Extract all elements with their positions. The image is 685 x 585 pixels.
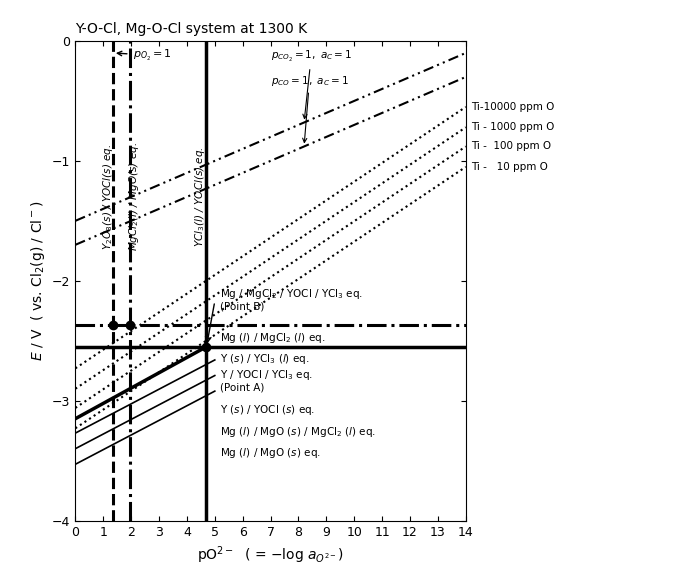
Text: (Point A): (Point A) xyxy=(221,383,264,393)
Text: Y ($s$) / YCl$_3$ ($l$) eq.: Y ($s$) / YCl$_3$ ($l$) eq. xyxy=(221,352,310,366)
Y-axis label: $E$ / V  ( vs. Cl$_2$(g) / Cl$^-$): $E$ / V ( vs. Cl$_2$(g) / Cl$^-$) xyxy=(29,201,47,361)
Text: Ti -   10 ppm O: Ti - 10 ppm O xyxy=(471,162,548,172)
X-axis label: pO$^{2-}$  ( = $-$log $a_{O^{2-}}$): pO$^{2-}$ ( = $-$log $a_{O^{2-}}$) xyxy=(197,544,344,566)
Text: $p_{O_2} = 1$: $p_{O_2} = 1$ xyxy=(117,48,171,63)
Text: Y ($s$) / YOCl ($s$) eq.: Y ($s$) / YOCl ($s$) eq. xyxy=(221,403,316,417)
Text: YCl$_3$($l$) / YOCl($s$) eq.: YCl$_3$($l$) / YOCl($s$) eq. xyxy=(193,146,207,247)
Text: Mg ($l$) / MgCl$_2$ ($l$) eq.: Mg ($l$) / MgCl$_2$ ($l$) eq. xyxy=(221,331,326,345)
Text: Y-O-Cl, Mg-O-Cl system at 1300 K: Y-O-Cl, Mg-O-Cl system at 1300 K xyxy=(75,22,308,36)
Text: Ti-10000 ppm O: Ti-10000 ppm O xyxy=(471,102,555,112)
Text: Y$_2$O$_3$($s$) / YOCl($s$) eq.: Y$_2$O$_3$($s$) / YOCl($s$) eq. xyxy=(101,144,115,250)
Text: MgCl$_2$($l$) / MgO($s$) eq.: MgCl$_2$($l$) / MgO($s$) eq. xyxy=(127,142,142,252)
Text: Y / YOCl / YCl$_3$ eq.: Y / YOCl / YCl$_3$ eq. xyxy=(221,369,314,383)
Text: Ti - 1000 ppm O: Ti - 1000 ppm O xyxy=(471,122,555,132)
Text: Mg ($l$) / MgO ($s$) eq.: Mg ($l$) / MgO ($s$) eq. xyxy=(221,446,321,460)
Text: Mg / MgCl$_2$ / YOCl / YCl$_3$ eq.: Mg / MgCl$_2$ / YOCl / YCl$_3$ eq. xyxy=(221,287,364,301)
Text: Mg ($l$) / MgO ($s$) / MgCl$_2$ ($l$) eq.: Mg ($l$) / MgO ($s$) / MgCl$_2$ ($l$) eq… xyxy=(221,425,376,439)
Text: (Point B): (Point B) xyxy=(221,301,264,311)
Text: $p_{CO} = 1,\ a_C = 1$: $p_{CO} = 1,\ a_C = 1$ xyxy=(271,74,349,143)
Text: Ti -  100 ppm O: Ti - 100 ppm O xyxy=(471,142,551,152)
Text: $p_{CO_2} = 1,\ a_C = 1$: $p_{CO_2} = 1,\ a_C = 1$ xyxy=(271,49,352,119)
